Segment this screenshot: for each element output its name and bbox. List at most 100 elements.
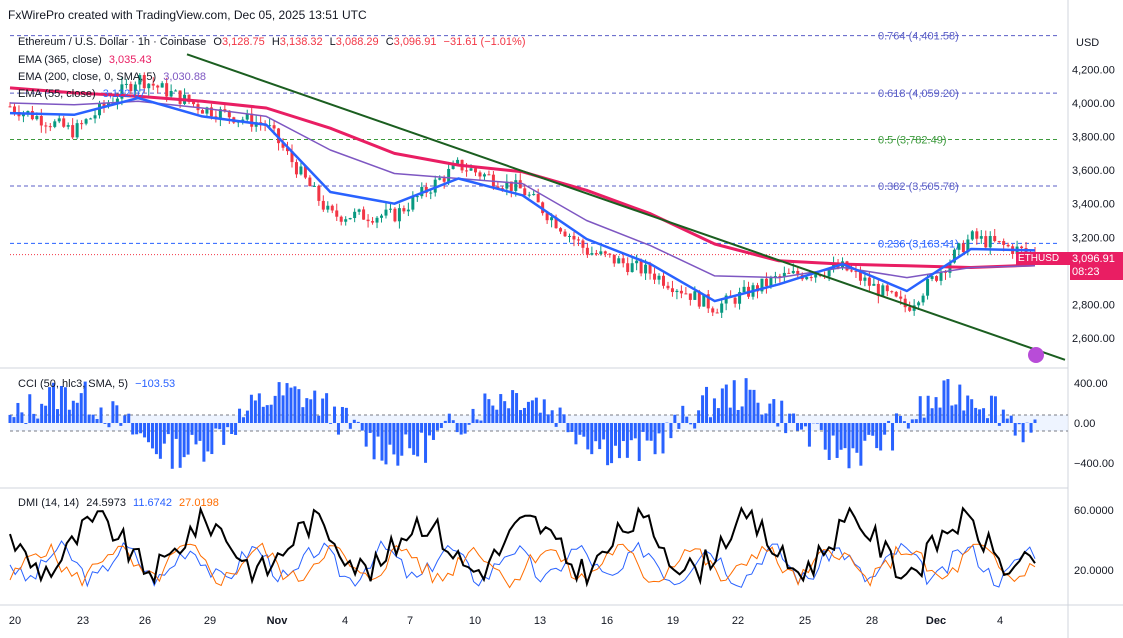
candle-body [415,196,419,198]
candle-body [585,247,589,255]
candle-body [93,115,97,119]
candle-body [532,194,536,196]
ema365-label: EMA (365, close) [18,54,102,66]
candle-body [8,106,12,108]
candle-body [599,251,603,255]
candle-body [755,285,759,292]
candle-body [872,283,876,286]
symbol-price-tag: ETHUSD [1016,252,1072,265]
change-value: −31.61 (−1.01%) [443,36,526,48]
candle-body [993,235,997,242]
plus-di-value: 11.6742 [133,497,172,509]
candle-body [156,85,160,88]
ema200-line [9,100,1036,279]
candle-body [814,274,818,278]
price-tick-label: 3,200.00 [1072,232,1115,244]
time-tick-label: 16 [601,615,613,627]
candle-body [362,209,366,220]
candle-body [926,278,930,296]
candle-body [344,219,348,222]
candle-body [890,291,894,293]
candle-body [39,115,43,126]
candle-body [62,118,66,127]
candle-body [281,143,285,148]
candle-body [782,272,786,277]
candle-body [849,270,853,272]
time-tick-label: 28 [866,615,878,627]
candle-body [433,179,437,193]
open-value: 3,128.75 [221,36,265,48]
candle-body [339,216,343,222]
candle-body [218,109,222,120]
price-tick-label: 3,400.00 [1072,199,1115,211]
candle-body [169,90,173,97]
candle-body [796,270,800,276]
symbol-label[interactable]: Ethereum / U.S. Dollar · 1h · Coinbase [18,36,207,48]
currency-label[interactable]: USD [1076,37,1100,49]
candle-body [939,271,943,281]
candle-body [514,180,518,191]
candle-body [590,253,594,255]
candle-body [388,208,392,210]
candle-body [286,147,290,152]
ema55-value: 3,122.07 [102,88,146,100]
dmi-legend[interactable]: DMI (14, 14) 24.5973 11.6742 27.0198 [18,497,223,509]
candle-body [809,277,813,279]
candle-body [760,278,764,292]
candle-body [442,178,446,182]
ema55-label: EMA (55, close) [18,88,96,100]
candle-body [272,125,276,129]
candle-body [733,297,737,304]
candle-body [294,162,298,175]
candle-body [245,113,249,120]
candle-body [200,110,204,114]
candle-body [527,194,531,196]
time-tick-label: 23 [77,615,89,627]
candle-body [854,270,858,272]
candle-body [899,296,903,299]
candlestick-series [8,72,1037,318]
watermark-text: FxWirePro created with TradingView.com, … [8,8,367,22]
trendline [186,53,1066,361]
candle-body [160,83,164,88]
ema55-legend[interactable]: EMA (55, close) 3,122.07 [18,88,150,100]
fib-level-label: 0.618 (4,059.20) [878,88,959,100]
time-tick-label: 26 [139,615,151,627]
candle-body [53,121,57,127]
candle-body [594,253,598,255]
candle-body [487,174,491,176]
candle-body [858,271,862,281]
plus-di-line [9,540,1036,588]
dmi-tick-label: 60.0000 [1074,505,1114,517]
candle-body [326,205,330,210]
candle-body [903,298,907,308]
time-tick-label: 25 [799,615,811,627]
candle-body [724,295,728,304]
candle-body [48,126,52,128]
candle-body [227,110,231,118]
candle-body [290,151,294,163]
candle-body [935,276,939,281]
candle-body [147,83,151,89]
candle-body [863,277,867,281]
time-tick-label: 20 [9,615,21,627]
adx-value: 24.5973 [86,497,126,509]
high-label: H [271,36,280,48]
cci-tick-label: 0.00 [1074,418,1095,430]
ema200-legend[interactable]: EMA (200, close, 0, SMA, 5) 3,030.88 [18,71,210,83]
ema200-label: EMA (200, close, 0, SMA, 5) [18,71,157,83]
ema365-legend[interactable]: EMA (365, close) 3,035.43 [18,54,156,66]
candle-body [57,118,61,122]
candle-body [688,293,692,300]
candle-body [456,159,460,164]
candle-body [102,103,106,107]
fib-level-label: 0.764 (4,401.58) [878,31,959,43]
candle-body [447,168,451,182]
time-tick-label: 22 [732,615,744,627]
cci-legend[interactable]: CCI (50, hlc3, SMA, 5) −103.53 [18,378,179,390]
candle-body [711,308,715,313]
candle-body [644,264,648,274]
price-tick-label: 2,800.00 [1072,299,1115,311]
candle-body [773,276,777,278]
